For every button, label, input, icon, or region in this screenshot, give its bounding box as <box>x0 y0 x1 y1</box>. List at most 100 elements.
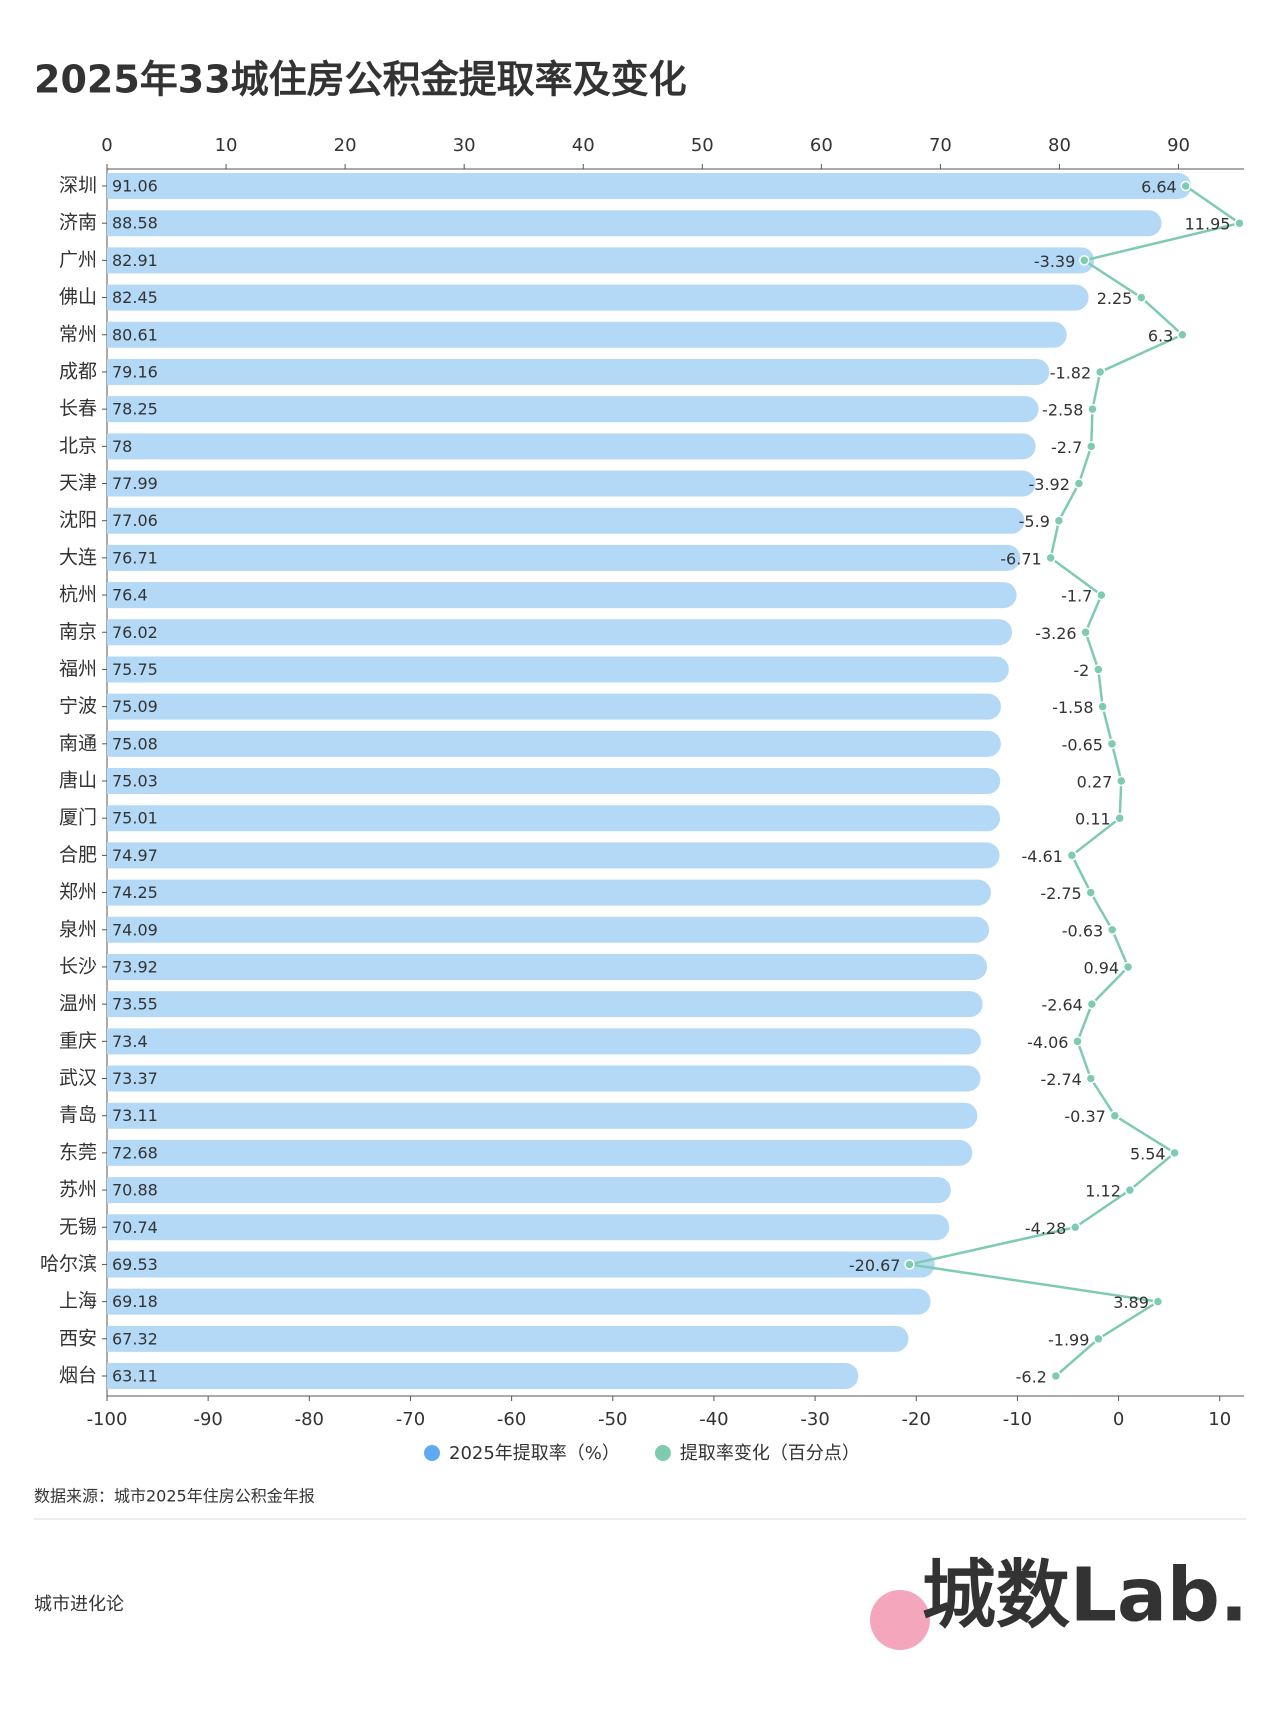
category-label: 常州 <box>59 323 97 345</box>
x-tick-label: 80 <box>1048 135 1071 156</box>
bar <box>107 619 1013 646</box>
line-value-label: 0.94 <box>1083 958 1119 977</box>
line-value-label: -3.39 <box>1034 252 1075 271</box>
category-label: 北京 <box>59 435 97 457</box>
bar-value-label: 63.11 <box>112 1367 158 1386</box>
category-label: 杭州 <box>59 584 97 606</box>
line-value-label: -1.7 <box>1061 587 1092 606</box>
x2-tick-label: -40 <box>699 1409 728 1430</box>
line-point <box>1122 961 1134 973</box>
category-label: 济南 <box>59 212 97 234</box>
category-label: 青岛 <box>59 1104 97 1126</box>
line-value-label: -0.65 <box>1062 735 1103 754</box>
line-value-label: -2.7 <box>1051 438 1082 457</box>
bar <box>107 1363 859 1389</box>
bar-value-label: 69.53 <box>112 1255 158 1274</box>
line-value-label: -3.92 <box>1029 475 1070 494</box>
legend-label: 2025年提取率（%） <box>449 1443 620 1464</box>
line-value-label: -2 <box>1073 661 1089 680</box>
logo-dot <box>870 1590 930 1650</box>
line-value-label: -0.37 <box>1064 1107 1105 1126</box>
category-label: 长沙 <box>59 955 97 977</box>
line-point <box>1085 1073 1097 1084</box>
category-label: 苏州 <box>59 1179 97 1201</box>
bar <box>107 768 1001 795</box>
line-point <box>1152 1296 1164 1307</box>
line-value-label: -1.58 <box>1052 698 1093 717</box>
line-value-label: -2.64 <box>1041 996 1082 1015</box>
line-point <box>1097 701 1108 712</box>
bar-value-label: 70.74 <box>112 1218 158 1237</box>
bar <box>107 210 1162 237</box>
legend-marker <box>654 1445 671 1461</box>
line-point <box>1106 924 1118 935</box>
bar <box>107 916 990 943</box>
line-value-label: 2.25 <box>1097 289 1133 308</box>
line-value-label: -5.9 <box>1019 512 1050 531</box>
category-label: 广州 <box>59 249 97 271</box>
logo: 城数Lab. <box>922 1553 1248 1639</box>
bar-value-label: 75.01 <box>112 809 158 828</box>
category-label: 武汉 <box>59 1067 97 1089</box>
line-value-label: -4.06 <box>1027 1033 1068 1052</box>
category-label: 厦门 <box>59 807 97 829</box>
bar-value-label: 73.11 <box>112 1106 158 1125</box>
source: 数据来源：城市2025年住房公积金年报 <box>34 1487 315 1506</box>
bar-value-label: 77.99 <box>112 474 158 493</box>
bar <box>107 433 1036 460</box>
bar <box>107 470 1036 497</box>
line-point <box>1086 441 1097 452</box>
category-label: 郑州 <box>59 881 97 903</box>
category-label: 合肥 <box>59 844 97 866</box>
category-label: 唐山 <box>59 770 97 792</box>
category-label: 上海 <box>59 1290 97 1312</box>
line-value-label: 11.95 <box>1185 215 1231 234</box>
line-value-label: -1.99 <box>1048 1330 1089 1349</box>
bar <box>107 173 1192 199</box>
bar <box>107 1288 931 1315</box>
line-point <box>1124 1184 1136 1196</box>
bar <box>107 1065 981 1092</box>
line-value-label: 5.54 <box>1130 1144 1166 1163</box>
x-tick-label: 50 <box>691 135 714 156</box>
x-tick-label: 40 <box>572 135 595 156</box>
line-point <box>1093 1333 1104 1345</box>
line-point <box>1087 403 1098 415</box>
line-value-label: 3.89 <box>1113 1293 1149 1312</box>
category-label: 天津 <box>59 472 97 494</box>
bar-value-label: 72.68 <box>112 1143 158 1162</box>
line-value-label: -2.74 <box>1040 1070 1081 1089</box>
category-label: 重庆 <box>59 1030 97 1052</box>
category-label: 南京 <box>59 621 97 643</box>
category-label: 哈尔滨 <box>40 1253 97 1275</box>
category-label: 西安 <box>59 1327 97 1349</box>
bar <box>107 730 1001 757</box>
bar <box>107 805 1001 832</box>
category-label: 成都 <box>59 360 97 382</box>
bar <box>107 396 1039 423</box>
bar <box>107 991 983 1018</box>
bar <box>107 321 1067 348</box>
bar <box>107 1177 951 1204</box>
plot: 0 10 20 30 40 50 60 70 80 90-100 -90 -80 -70 -60 -50 -4… <box>40 135 1245 1464</box>
x2-tick-label: -100 <box>87 1409 128 1430</box>
chart-title: 2025年33城住房公积金提取率及变化 <box>34 58 687 102</box>
bar-value-label: 75.09 <box>112 697 158 716</box>
bar <box>107 247 1095 274</box>
category-label: 宁波 <box>59 695 97 717</box>
bar <box>107 1028 981 1055</box>
line-point <box>1070 1222 1081 1233</box>
line-point <box>1080 627 1091 638</box>
bar-value-label: 91.06 <box>112 177 158 196</box>
x2-tick-label: -90 <box>193 1409 222 1430</box>
bar <box>107 1102 978 1129</box>
category-label: 福州 <box>59 658 97 680</box>
bar <box>107 693 1002 720</box>
bar <box>107 582 1017 609</box>
bar <box>107 358 1050 385</box>
legend-label: 提取率变化（百分点） <box>680 1443 860 1464</box>
x-tick-label: 20 <box>334 135 357 156</box>
bar-value-label: 73.92 <box>112 957 158 976</box>
category-label: 佛山 <box>59 286 97 308</box>
bar-value-label: 73.4 <box>112 1032 148 1051</box>
